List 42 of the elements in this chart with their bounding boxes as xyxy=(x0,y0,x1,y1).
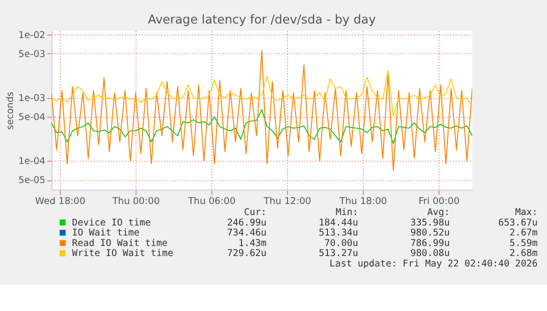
text: 2.67m xyxy=(510,228,538,239)
text: Last update: Fri May 22 02:40:40 2026 xyxy=(330,258,538,270)
text: Avg: xyxy=(427,206,450,218)
text: 1.43m xyxy=(238,238,267,249)
text: 5.59m xyxy=(510,238,538,249)
x-tick-label: Thu 18:00 xyxy=(338,196,388,208)
y-tick-label: 5e-04 xyxy=(18,112,46,124)
text: 786.99u xyxy=(410,238,450,249)
text: 513.34u xyxy=(318,228,358,239)
legend-label: Read IO Wait time xyxy=(72,238,168,249)
x-tick-label: Thu 06:00 xyxy=(187,196,236,208)
text: 980.52u xyxy=(410,228,450,239)
line-series xyxy=(51,50,472,172)
y-axis-title: seconds xyxy=(4,91,16,130)
text: 729.62u xyxy=(227,248,266,260)
text: 513.27u xyxy=(318,248,358,260)
chart-title: Average latency for /dev/sda - by day xyxy=(148,12,376,26)
text: Max: xyxy=(515,206,538,218)
text: Min: xyxy=(336,206,358,218)
legend-label: IO Wait time xyxy=(72,228,140,239)
x-tick-label: Thu 12:00 xyxy=(262,196,312,208)
text: 980.08u xyxy=(410,248,450,260)
text: 734.46u xyxy=(227,228,266,239)
x-tick-label: Thu 00:00 xyxy=(111,196,160,208)
text: 246.99u xyxy=(227,217,266,228)
text: 184.44u xyxy=(318,217,358,228)
legend-label: Write IO Wait time xyxy=(72,248,174,260)
text: 653.67u xyxy=(498,217,538,228)
legend-label: Device IO time xyxy=(72,217,152,228)
text: 2.68m xyxy=(510,248,538,260)
line-series xyxy=(51,109,472,144)
y-tick-label: 1e-04 xyxy=(18,156,46,168)
text: 335.98u xyxy=(410,217,450,228)
y-tick-label: 1e-02 xyxy=(18,30,46,41)
x-tick-label: Wed 18:00 xyxy=(35,196,86,208)
x-tick-label: Fri 00:00 xyxy=(418,196,460,208)
y-tick-label: 5e-05 xyxy=(18,175,46,186)
line-series xyxy=(51,70,472,117)
text: Cur: xyxy=(244,206,266,218)
y-tick-label: 5e-03 xyxy=(18,48,46,60)
y-tick-label: 1e-03 xyxy=(18,93,46,104)
text: 70.00u xyxy=(324,238,358,249)
